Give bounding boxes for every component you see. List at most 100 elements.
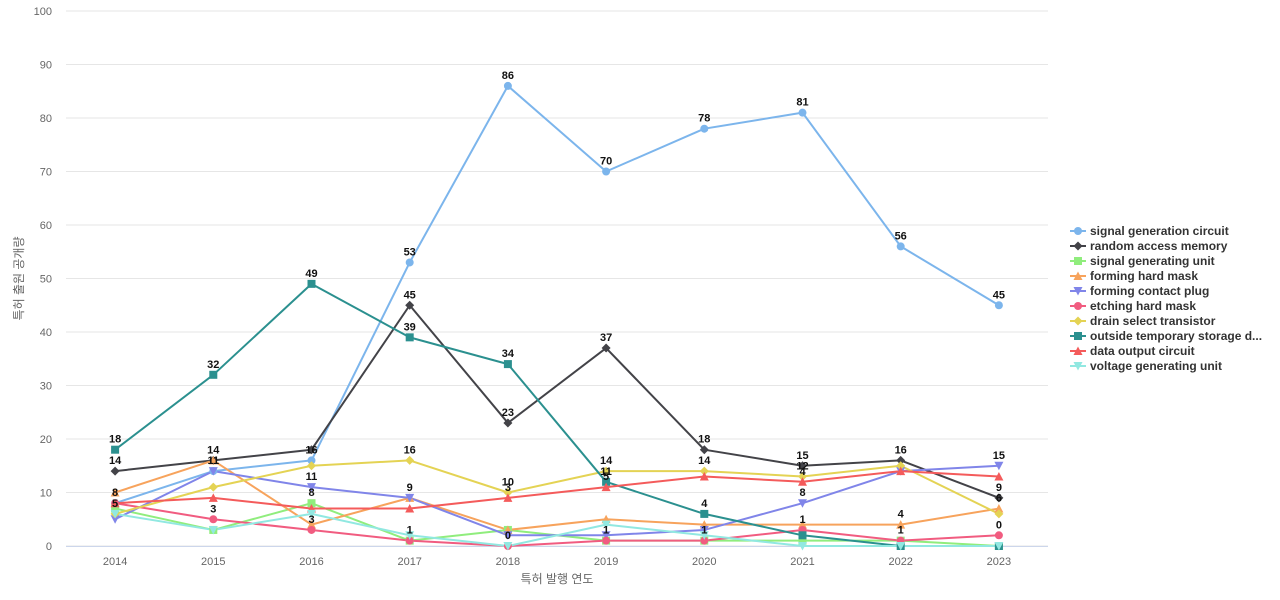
data-point[interactable] [405,536,414,545]
data-point[interactable] [503,531,513,540]
data-point[interactable] [405,333,414,342]
legend-marker[interactable] [1073,241,1083,251]
data-point[interactable] [307,456,316,465]
data-point[interactable] [209,515,218,524]
data-point[interactable] [405,455,415,465]
data-point[interactable] [798,499,807,508]
legend-marker[interactable] [1074,227,1082,235]
data-point[interactable] [798,536,807,545]
data-point[interactable] [601,520,611,530]
data-point[interactable] [110,509,120,519]
data-label: 32 [207,359,219,371]
data-point[interactable] [307,509,316,519]
legend-marker[interactable] [1073,271,1083,281]
data-point[interactable] [405,300,415,310]
data-point[interactable] [602,477,611,486]
data-point[interactable] [307,445,316,455]
data-point[interactable] [896,520,906,529]
data-point[interactable] [994,471,1004,481]
data-point[interactable] [798,520,807,529]
legend-marker[interactable] [1074,332,1082,340]
data-point[interactable] [601,531,611,540]
data-point[interactable] [700,509,709,518]
legend-item[interactable]: forming contact plug [1070,284,1209,298]
data-point[interactable] [699,471,709,481]
data-point[interactable] [798,108,807,117]
data-point[interactable] [602,167,611,176]
data-point[interactable] [110,498,120,508]
data-point[interactable] [896,542,906,551]
data-point[interactable] [307,483,316,492]
data-point[interactable] [208,493,218,502]
data-point[interactable] [208,525,218,535]
data-point[interactable] [110,466,120,476]
legend-marker[interactable] [1073,346,1083,356]
legend-item[interactable]: etching hard mask [1070,299,1196,313]
data-point[interactable] [110,488,120,497]
data-point[interactable] [503,493,513,502]
legend-marker[interactable] [1074,302,1082,310]
data-point[interactable] [405,531,415,540]
data-point[interactable] [503,542,513,551]
data-point[interactable] [798,471,807,481]
data-point[interactable] [208,455,218,465]
legend-item[interactable]: forming hard mask [1070,269,1198,283]
data-point[interactable] [208,467,218,476]
data-point[interactable] [405,504,415,513]
data-point[interactable] [699,525,709,535]
legend-marker[interactable] [1073,287,1083,296]
data-point[interactable] [601,482,611,492]
legend-item[interactable]: signal generating unit [1070,254,1215,268]
data-point[interactable] [307,520,316,529]
data-point[interactable] [503,488,513,497]
data-point[interactable] [700,124,709,133]
legend-item[interactable]: voltage generating unit [1070,359,1222,373]
legend-marker[interactable] [1073,316,1083,326]
data-point[interactable] [994,504,1004,513]
data-point[interactable] [208,482,218,492]
data-point[interactable] [994,542,1004,551]
data-point[interactable] [503,81,512,90]
data-point[interactable] [896,242,905,251]
data-point[interactable] [209,370,218,379]
data-point[interactable] [994,493,1004,503]
data-point[interactable] [699,445,709,455]
data-point[interactable] [896,455,906,465]
data-point[interactable] [307,279,316,288]
data-point[interactable] [700,536,709,545]
data-point[interactable] [111,445,120,454]
legend-item[interactable]: signal generation circuit [1070,224,1229,238]
data-point[interactable] [699,531,709,540]
data-point[interactable] [994,301,1003,310]
data-point[interactable] [994,531,1003,540]
data-point[interactable] [994,461,1004,471]
data-point[interactable] [405,258,414,267]
data-point[interactable] [405,493,415,503]
data-point[interactable] [798,477,807,486]
legend-item[interactable]: data output circuit [1070,344,1195,358]
data-point[interactable] [307,461,316,471]
data-point[interactable] [699,466,709,476]
legend-marker[interactable] [1073,362,1083,371]
data-point[interactable] [307,499,316,508]
data-point[interactable] [503,360,512,369]
data-point[interactable] [307,525,316,534]
data-point[interactable] [110,515,120,524]
data-point[interactable] [798,531,807,540]
data-point[interactable] [994,509,1004,519]
data-point[interactable] [602,536,611,545]
data-label: 8 [112,487,118,499]
legend-marker[interactable] [1074,257,1082,265]
data-point[interactable] [503,418,513,428]
data-point[interactable] [896,466,906,476]
data-point[interactable] [601,466,611,476]
data-point[interactable] [601,343,611,353]
legend-item[interactable]: random access memory [1070,239,1228,253]
data-point[interactable] [798,461,807,471]
data-point[interactable] [111,504,120,513]
legend-item[interactable]: outside temporary storage d... [1070,329,1262,343]
data-point[interactable] [798,542,807,551]
legend-item[interactable]: drain select transistor [1070,314,1216,328]
data-point[interactable] [896,461,906,471]
